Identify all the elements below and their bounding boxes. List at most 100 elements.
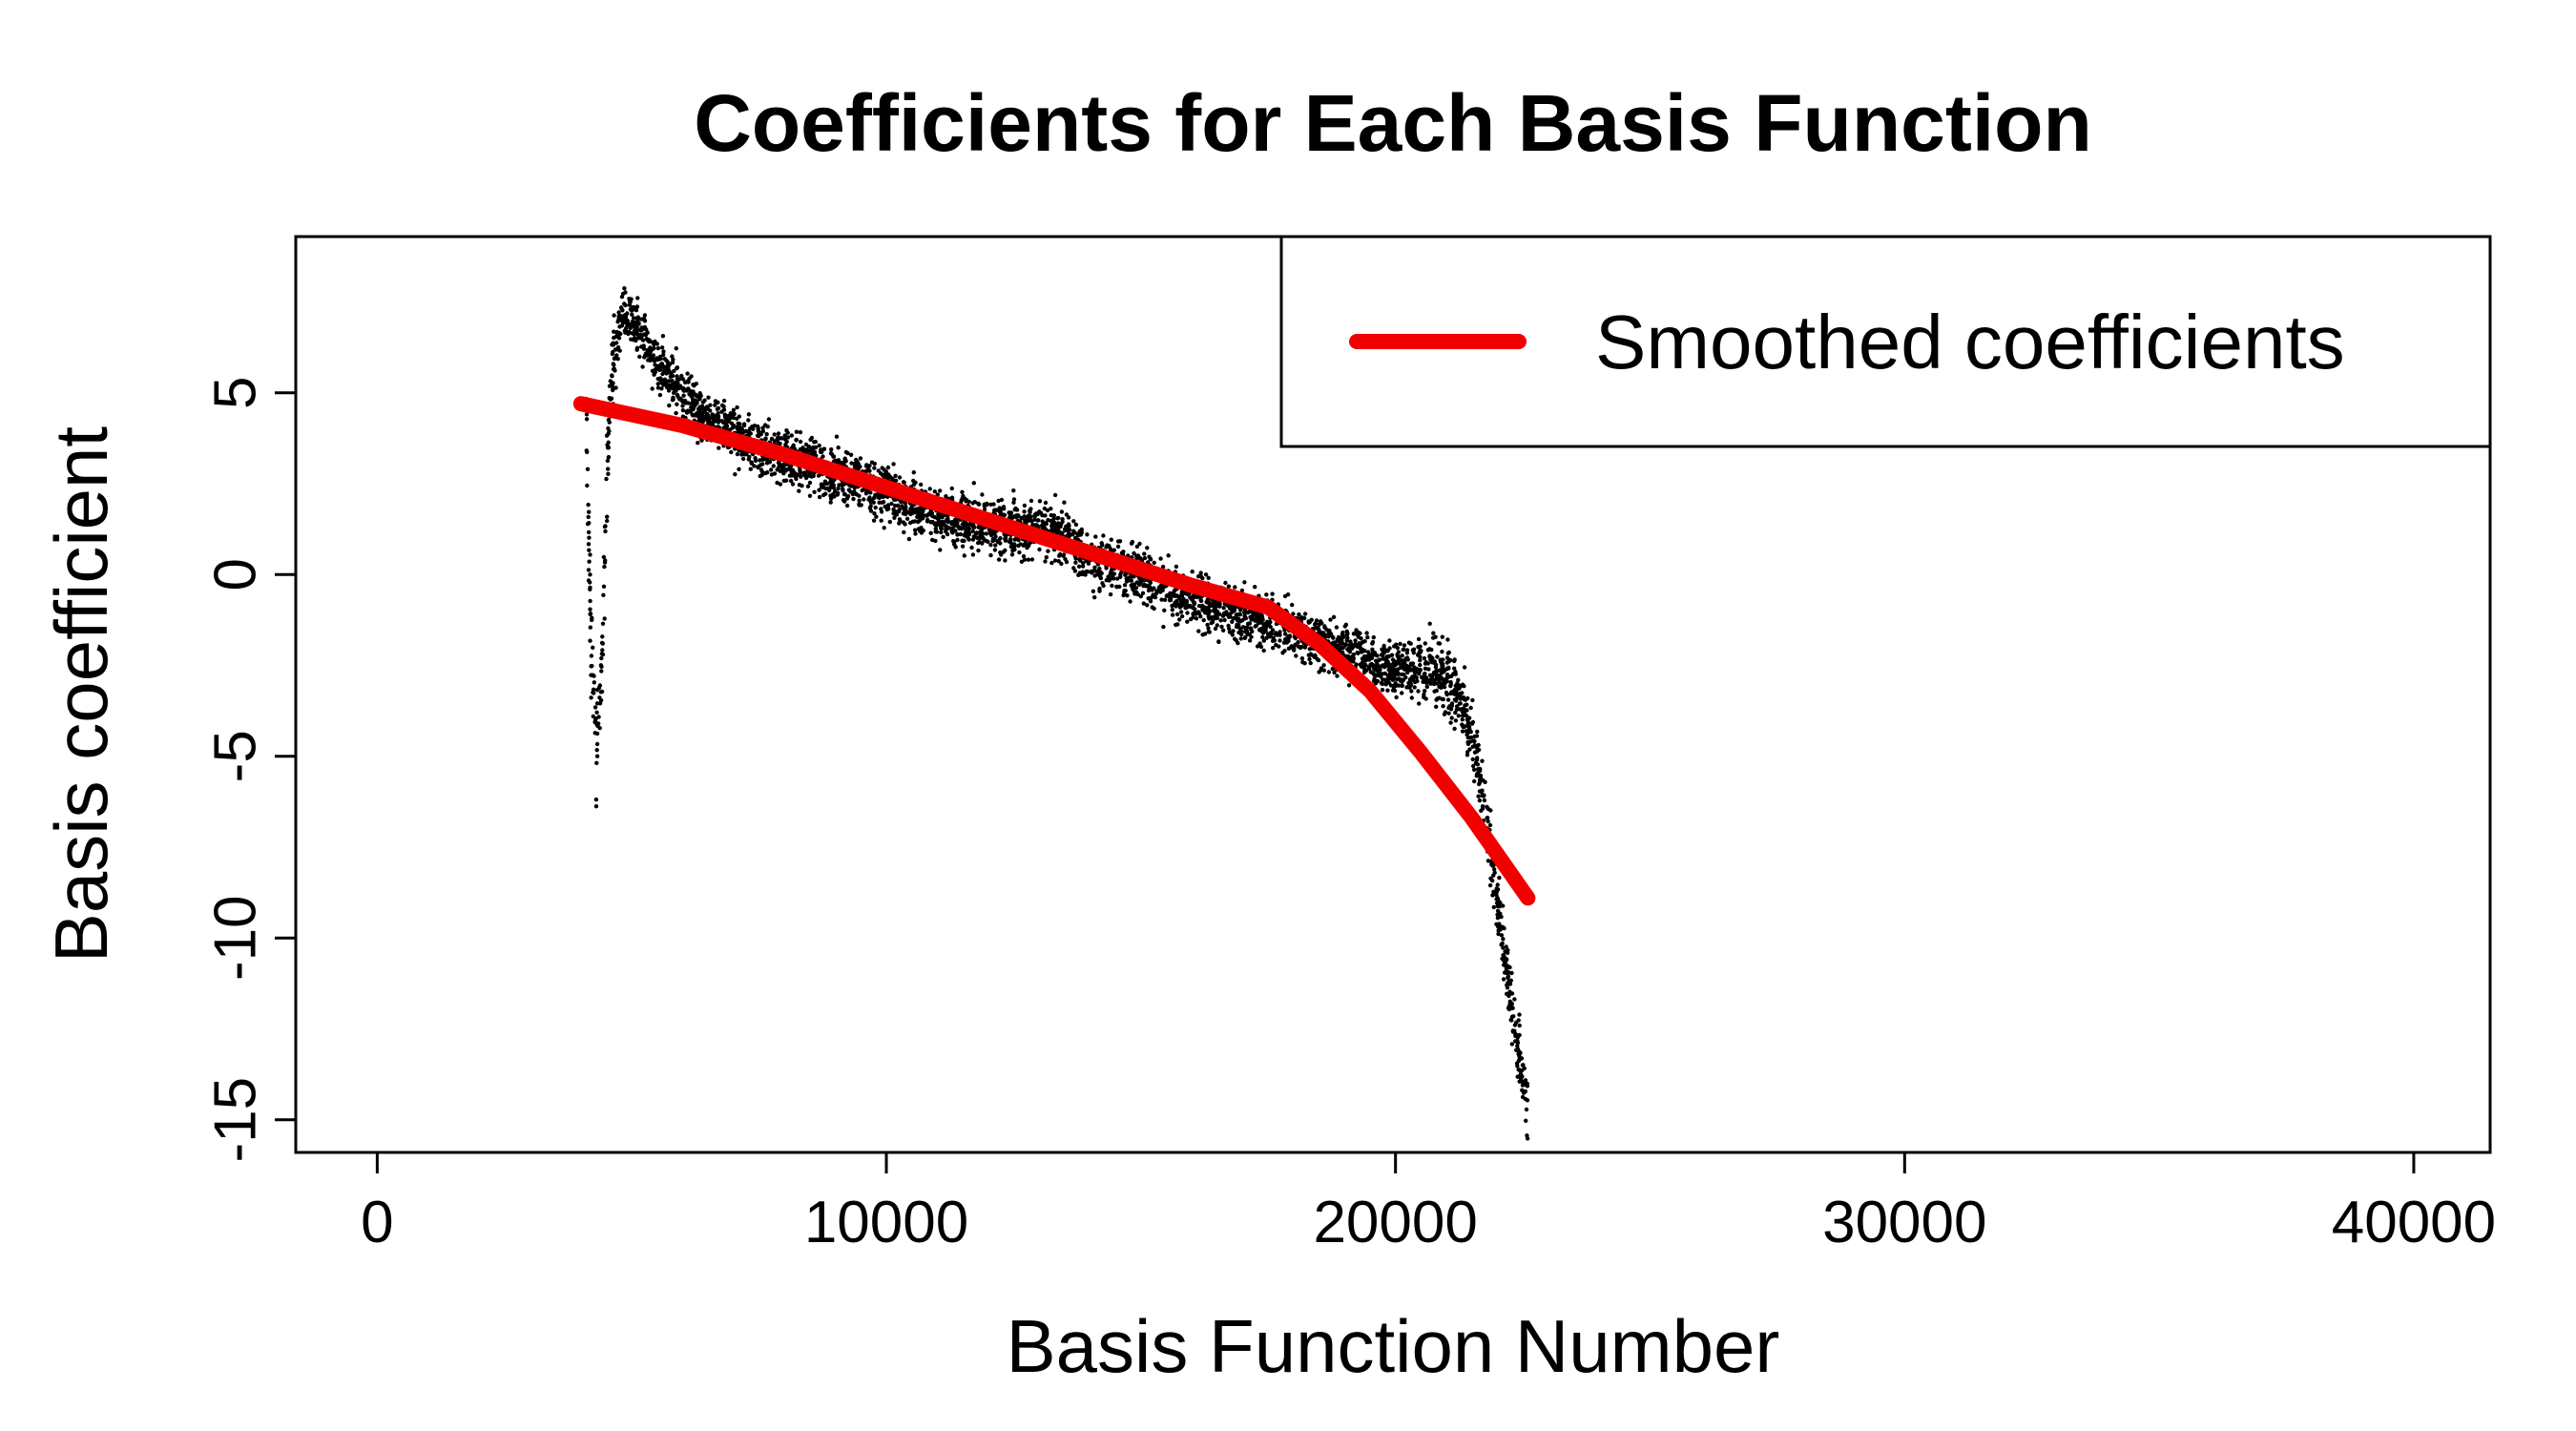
scatter-point bbox=[1440, 649, 1444, 654]
scatter-point bbox=[599, 689, 605, 695]
scatter-point bbox=[1372, 676, 1377, 681]
scatter-point bbox=[1365, 634, 1370, 640]
scatter-point bbox=[1191, 605, 1195, 611]
scatter-point bbox=[687, 376, 692, 382]
scatter-point bbox=[835, 492, 840, 497]
scatter-point bbox=[681, 386, 686, 391]
scatter-point bbox=[829, 446, 834, 452]
scatter-point bbox=[1423, 666, 1428, 671]
scatter-point bbox=[1416, 636, 1422, 642]
scatter-point bbox=[1170, 608, 1175, 612]
scatter-point bbox=[1516, 1068, 1521, 1072]
scatter-point bbox=[846, 487, 852, 492]
scatter-point bbox=[1446, 711, 1451, 716]
scatter-point bbox=[841, 487, 845, 491]
scatter-point bbox=[944, 529, 948, 534]
scatter-point bbox=[821, 492, 826, 498]
scatter-point bbox=[1219, 624, 1224, 630]
scatter-point bbox=[1514, 1047, 1519, 1053]
scatter-point bbox=[1207, 603, 1213, 608]
scatter-point bbox=[616, 315, 621, 320]
scatter-point bbox=[1385, 663, 1391, 669]
scatter-point bbox=[1423, 689, 1427, 694]
scatter-point bbox=[828, 500, 833, 505]
scatter-point bbox=[1503, 964, 1508, 968]
scatter-point bbox=[702, 398, 707, 403]
scatter-point bbox=[1028, 508, 1032, 513]
scatter-point bbox=[1523, 1078, 1528, 1083]
scatter-point bbox=[1433, 665, 1439, 670]
scatter-point bbox=[1409, 695, 1415, 700]
scatter-point bbox=[880, 500, 884, 505]
scatter-point bbox=[1467, 727, 1472, 732]
scatter-point bbox=[1374, 658, 1379, 663]
scatter-point bbox=[1145, 603, 1150, 608]
scatter-point bbox=[993, 508, 998, 512]
scatter-point bbox=[1452, 666, 1457, 671]
scatter-point bbox=[1419, 649, 1423, 653]
scatter-point bbox=[1512, 997, 1517, 1002]
scatter-point bbox=[657, 392, 663, 398]
scatter-point bbox=[1297, 612, 1301, 617]
scatter-point bbox=[1035, 511, 1040, 517]
scatter-point bbox=[1495, 908, 1501, 913]
scatter-point bbox=[1131, 586, 1135, 591]
scatter-point bbox=[1425, 648, 1431, 653]
scatter-point bbox=[1117, 539, 1123, 544]
scatter-point bbox=[610, 351, 615, 357]
scatter-point bbox=[781, 471, 786, 476]
scatter-point bbox=[624, 313, 629, 318]
scatter-point bbox=[919, 516, 924, 521]
scatter-point bbox=[1449, 716, 1454, 720]
scatter-point bbox=[612, 356, 617, 361]
scatter-point bbox=[769, 467, 774, 472]
scatter-point bbox=[1243, 610, 1248, 615]
scatter-point bbox=[970, 537, 976, 542]
scatter-point bbox=[1429, 647, 1434, 653]
scatter-point bbox=[600, 641, 605, 646]
scatter-point bbox=[586, 568, 592, 572]
scatter-point bbox=[692, 400, 696, 405]
scatter-point bbox=[1222, 617, 1227, 623]
scatter-point bbox=[1233, 636, 1237, 641]
scatter-point bbox=[879, 507, 883, 511]
scatter-point bbox=[1183, 591, 1188, 596]
scatter-point bbox=[1029, 557, 1035, 562]
scatter-point bbox=[722, 412, 728, 418]
scatter-point bbox=[1494, 886, 1499, 891]
scatter-point bbox=[632, 316, 636, 321]
scatter-point bbox=[1427, 621, 1432, 626]
scatter-point bbox=[1166, 553, 1171, 558]
scatter-point bbox=[1442, 685, 1447, 690]
scatter-point bbox=[1308, 660, 1313, 666]
scatter-point bbox=[628, 300, 633, 304]
scatter-point bbox=[862, 497, 866, 502]
scatter-point bbox=[685, 386, 691, 391]
scatter-point bbox=[1194, 616, 1199, 621]
scatter-point bbox=[794, 476, 799, 482]
scatter-point bbox=[589, 695, 593, 700]
scatter-point bbox=[848, 452, 854, 457]
scatter-point bbox=[1321, 663, 1326, 668]
scatter-point bbox=[799, 474, 803, 479]
scatter-point bbox=[1496, 924, 1501, 929]
scatter-point bbox=[1028, 514, 1033, 519]
scatter-point bbox=[996, 557, 1002, 562]
scatter-point bbox=[670, 378, 675, 384]
scatter-point bbox=[1463, 697, 1468, 702]
scatter-point bbox=[1342, 643, 1348, 648]
scatter-point bbox=[1293, 635, 1298, 641]
scatter-point bbox=[801, 472, 807, 477]
scatter-point bbox=[789, 433, 794, 438]
scatter-point bbox=[625, 329, 630, 335]
scatter-point bbox=[685, 408, 691, 413]
scatter-point bbox=[716, 411, 720, 416]
scatter-point bbox=[764, 457, 769, 462]
scatter-point bbox=[844, 503, 850, 508]
scatter-point bbox=[1193, 594, 1197, 599]
scatter-point bbox=[1249, 634, 1254, 639]
scatter-point bbox=[1368, 653, 1374, 658]
scatter-point bbox=[1232, 607, 1237, 612]
scatter-point bbox=[1129, 541, 1134, 546]
scatter-point bbox=[592, 674, 596, 678]
